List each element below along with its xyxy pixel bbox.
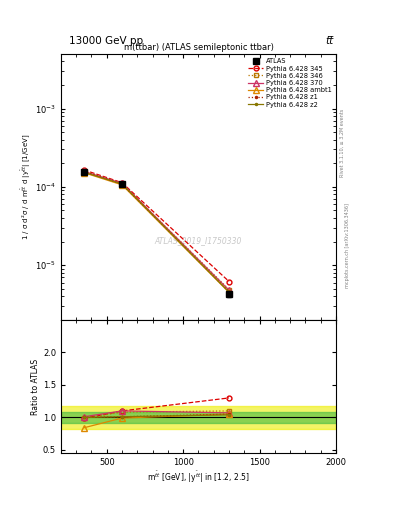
Y-axis label: Ratio to ATLAS: Ratio to ATLAS (31, 358, 40, 415)
Line: Pythia 6.428 346: Pythia 6.428 346 (81, 168, 231, 292)
Pythia 6.428 ambt1 (227, 289, 231, 295)
Line: Pythia 6.428 z2: Pythia 6.428 z2 (82, 170, 231, 294)
Bar (61, 412, 336, 422)
Text: tt̅: tt̅ (325, 36, 333, 46)
Text: 13000 GeV pp: 13000 GeV pp (69, 36, 143, 46)
Line: Pythia 6.428 370: Pythia 6.428 370 (81, 168, 232, 293)
Line: Pythia 6.428 ambt1: Pythia 6.428 ambt1 (81, 170, 232, 295)
Text: ATLAS_2019_I1750330: ATLAS_2019_I1750330 (155, 236, 242, 245)
Pythia 6.428 370 (120, 180, 125, 186)
Y-axis label: 1 / σ d²σ / d m$^{\bar{t}t}$ d |y$^{\bar{t}t}$| [1/GeV]: 1 / σ d²σ / d m$^{\bar{t}t}$ d |y$^{\bar… (20, 134, 33, 240)
Pythia 6.428 370 (227, 287, 231, 293)
Pythia 6.428 370 (81, 168, 86, 175)
Line: Pythia 6.428 345: Pythia 6.428 345 (81, 167, 231, 284)
Pythia 6.428 345 (81, 167, 86, 173)
Pythia 6.428 346 (81, 168, 86, 174)
Line: Pythia 6.428 z1: Pythia 6.428 z1 (82, 169, 231, 294)
Bar (61, 406, 336, 429)
Pythia 6.428 ambt1 (81, 169, 86, 176)
Pythia 6.428 346 (120, 181, 125, 187)
Pythia 6.428 z2 (81, 169, 86, 175)
Text: Rivet 3.1.10, ≥ 3.2M events: Rivet 3.1.10, ≥ 3.2M events (340, 109, 344, 178)
Pythia 6.428 z1 (81, 168, 86, 175)
Pythia 6.428 z2 (120, 181, 125, 187)
Pythia 6.428 345 (227, 279, 231, 285)
Pythia 6.428 346 (227, 286, 231, 292)
X-axis label: m$^{\bar{t}t}$ [GeV], |y$^{\bar{t}t}$| in [1.2, 2.5]: m$^{\bar{t}t}$ [GeV], |y$^{\bar{t}t}$| i… (147, 470, 250, 485)
Pythia 6.428 z2 (227, 289, 231, 295)
Text: mcplots.cern.ch [arXiv:1306.3436]: mcplots.cern.ch [arXiv:1306.3436] (345, 203, 350, 288)
Pythia 6.428 345 (120, 180, 125, 186)
Pythia 6.428 z1 (227, 289, 231, 295)
Pythia 6.428 z1 (120, 181, 125, 187)
Title: m(ttbar) (ATLAS semileptonic ttbar): m(ttbar) (ATLAS semileptonic ttbar) (123, 42, 274, 52)
Legend: ATLAS, Pythia 6.428 345, Pythia 6.428 346, Pythia 6.428 370, Pythia 6.428 ambt1,: ATLAS, Pythia 6.428 345, Pythia 6.428 34… (247, 57, 333, 109)
Pythia 6.428 ambt1 (120, 182, 125, 188)
